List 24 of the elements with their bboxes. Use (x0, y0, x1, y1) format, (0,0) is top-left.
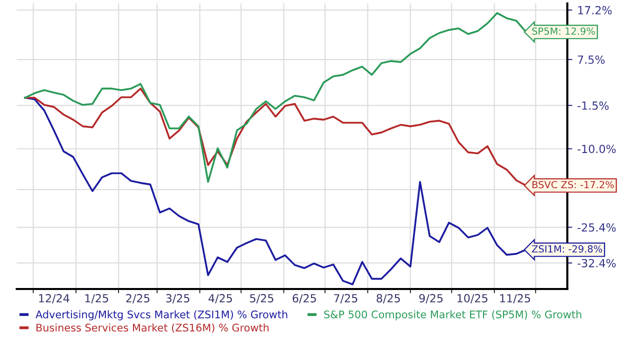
y-tick-label: -10.0% (578, 144, 616, 154)
y-tick-label: 7.5% (578, 55, 605, 64)
x-tick-label: 11/25 (500, 294, 530, 304)
x-tick-label: 3/25 (166, 294, 190, 304)
x-tick-label: 10/25 (458, 294, 488, 304)
x-tick-label: 12/24 (39, 294, 70, 304)
x-tick-label: 9/25 (419, 294, 443, 304)
annotation: BSVC ZS: -17.2% (532, 180, 614, 188)
annotation: SP5M: 12.9% (532, 27, 595, 35)
legend-label: Business Services Market (ZS16M) % Growth (36, 323, 269, 333)
x-tick-label: 2/25 (126, 294, 150, 304)
y-tick-label: -32.4% (578, 258, 616, 268)
legend-label: Advertising/Mktg Svcs Market (ZSI1M) % Growth (36, 310, 288, 320)
x-tick-label: 7/25 (334, 294, 358, 304)
x-tick-label: 1/25 (85, 294, 108, 304)
annotation: ZSI1M: -29.8% (532, 245, 602, 253)
y-tick-label: -1.5% (578, 101, 609, 110)
x-tick-label: 8/25 (376, 294, 400, 304)
legend-label: S&P 500 Composite Market ETF (SP5M) % Growth (324, 310, 582, 320)
y-tick-label: 17.2% (578, 6, 612, 14)
x-tick-label: 4/25 (208, 294, 232, 304)
x-tick-label: 6/25 (292, 294, 316, 304)
y-tick-label: -25.4% (578, 223, 616, 232)
x-tick-label: 5/25 (250, 294, 274, 304)
